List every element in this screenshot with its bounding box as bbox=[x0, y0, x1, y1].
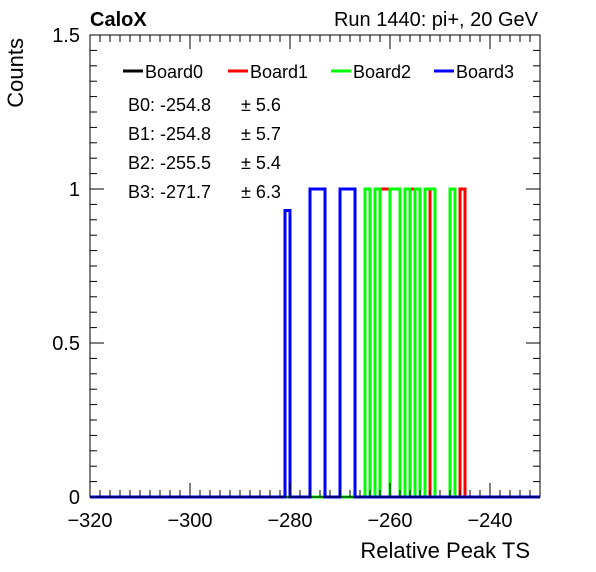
series-board3 bbox=[90, 187, 540, 499]
legend-label-board3: Board3 bbox=[456, 62, 514, 82]
y-tick-label: 1 bbox=[69, 179, 80, 201]
annotation-error: ± 5.6 bbox=[241, 95, 281, 115]
annotation-label: B1: -254.8 bbox=[128, 124, 211, 144]
y-tick-label: 0 bbox=[69, 487, 80, 509]
x-tick-label: −320 bbox=[67, 510, 112, 532]
series-layer bbox=[90, 187, 540, 499]
x-tick-label: −240 bbox=[467, 510, 512, 532]
series-board2 bbox=[90, 187, 540, 499]
axis-ticks bbox=[89, 34, 541, 498]
fit-annotations: B0: -254.8 ± 5.6 B1: -254.8 ± 5.7 B2: -255.5… bbox=[128, 95, 281, 202]
annotation-label: B3: -271.7 bbox=[128, 182, 211, 202]
chart-title-left: CaloX bbox=[90, 9, 147, 31]
legend: Board0 Board1 Board2 Board3 bbox=[123, 62, 514, 82]
annotation-label: B2: -255.5 bbox=[128, 153, 211, 173]
series-board0 bbox=[90, 187, 540, 499]
annotation-error: ± 5.4 bbox=[241, 153, 281, 173]
x-tick-label: −260 bbox=[367, 510, 412, 532]
legend-label-board0: Board0 bbox=[145, 62, 203, 82]
y-tick-label: 0.5 bbox=[52, 333, 80, 355]
x-axis-label: Relative Peak TS bbox=[360, 538, 530, 563]
chart-title-right: Run 1440: pi+, 20 GeV bbox=[334, 9, 539, 31]
legend-label-board2: Board2 bbox=[353, 62, 411, 82]
annotation-label: B0: -254.8 bbox=[128, 95, 211, 115]
y-tick-label: 1.5 bbox=[52, 25, 80, 47]
annotation-error: ± 6.3 bbox=[241, 182, 281, 202]
legend-label-board1: Board1 bbox=[250, 62, 308, 82]
x-tick-label: −280 bbox=[267, 510, 312, 532]
x-tick-label: −300 bbox=[167, 510, 212, 532]
annotation-error: ± 5.7 bbox=[241, 124, 281, 144]
y-axis-label: Counts bbox=[3, 38, 28, 108]
series-board1 bbox=[90, 187, 540, 499]
axis-tick-labels: −320 −300 −280 −260 −240 0 0.5 1 1.5 bbox=[52, 25, 512, 532]
